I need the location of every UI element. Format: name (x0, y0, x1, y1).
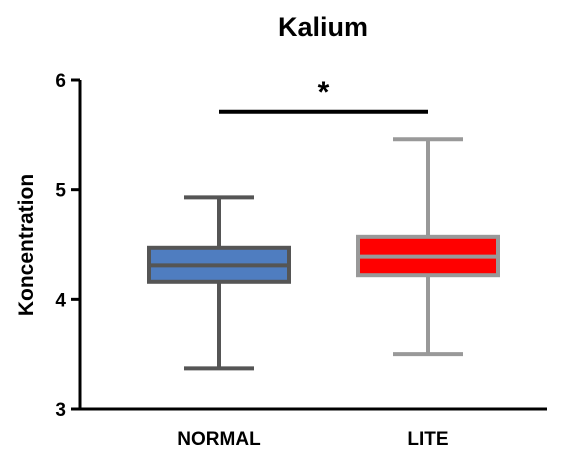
x-tick-labels: NORMAL LITE (177, 429, 448, 450)
boxes (147, 137, 500, 371)
y-tick-label: 4 (55, 290, 66, 311)
y-tick-label: 3 (55, 400, 66, 421)
axes (78, 80, 547, 411)
y-ticks: 3 4 5 6 (55, 71, 80, 421)
significance-star: * (318, 76, 330, 109)
y-axis-label: Koncentration (15, 174, 38, 316)
x-tick-label: LITE (407, 429, 448, 450)
box-lite (356, 137, 500, 357)
chart-title: Kalium (278, 12, 368, 42)
x-tick-label: NORMAL (177, 429, 261, 450)
y-tick-label: 6 (55, 71, 66, 92)
box-normal (147, 195, 291, 371)
y-tick-label: 5 (55, 181, 66, 202)
significance-annotation: * (219, 76, 428, 114)
